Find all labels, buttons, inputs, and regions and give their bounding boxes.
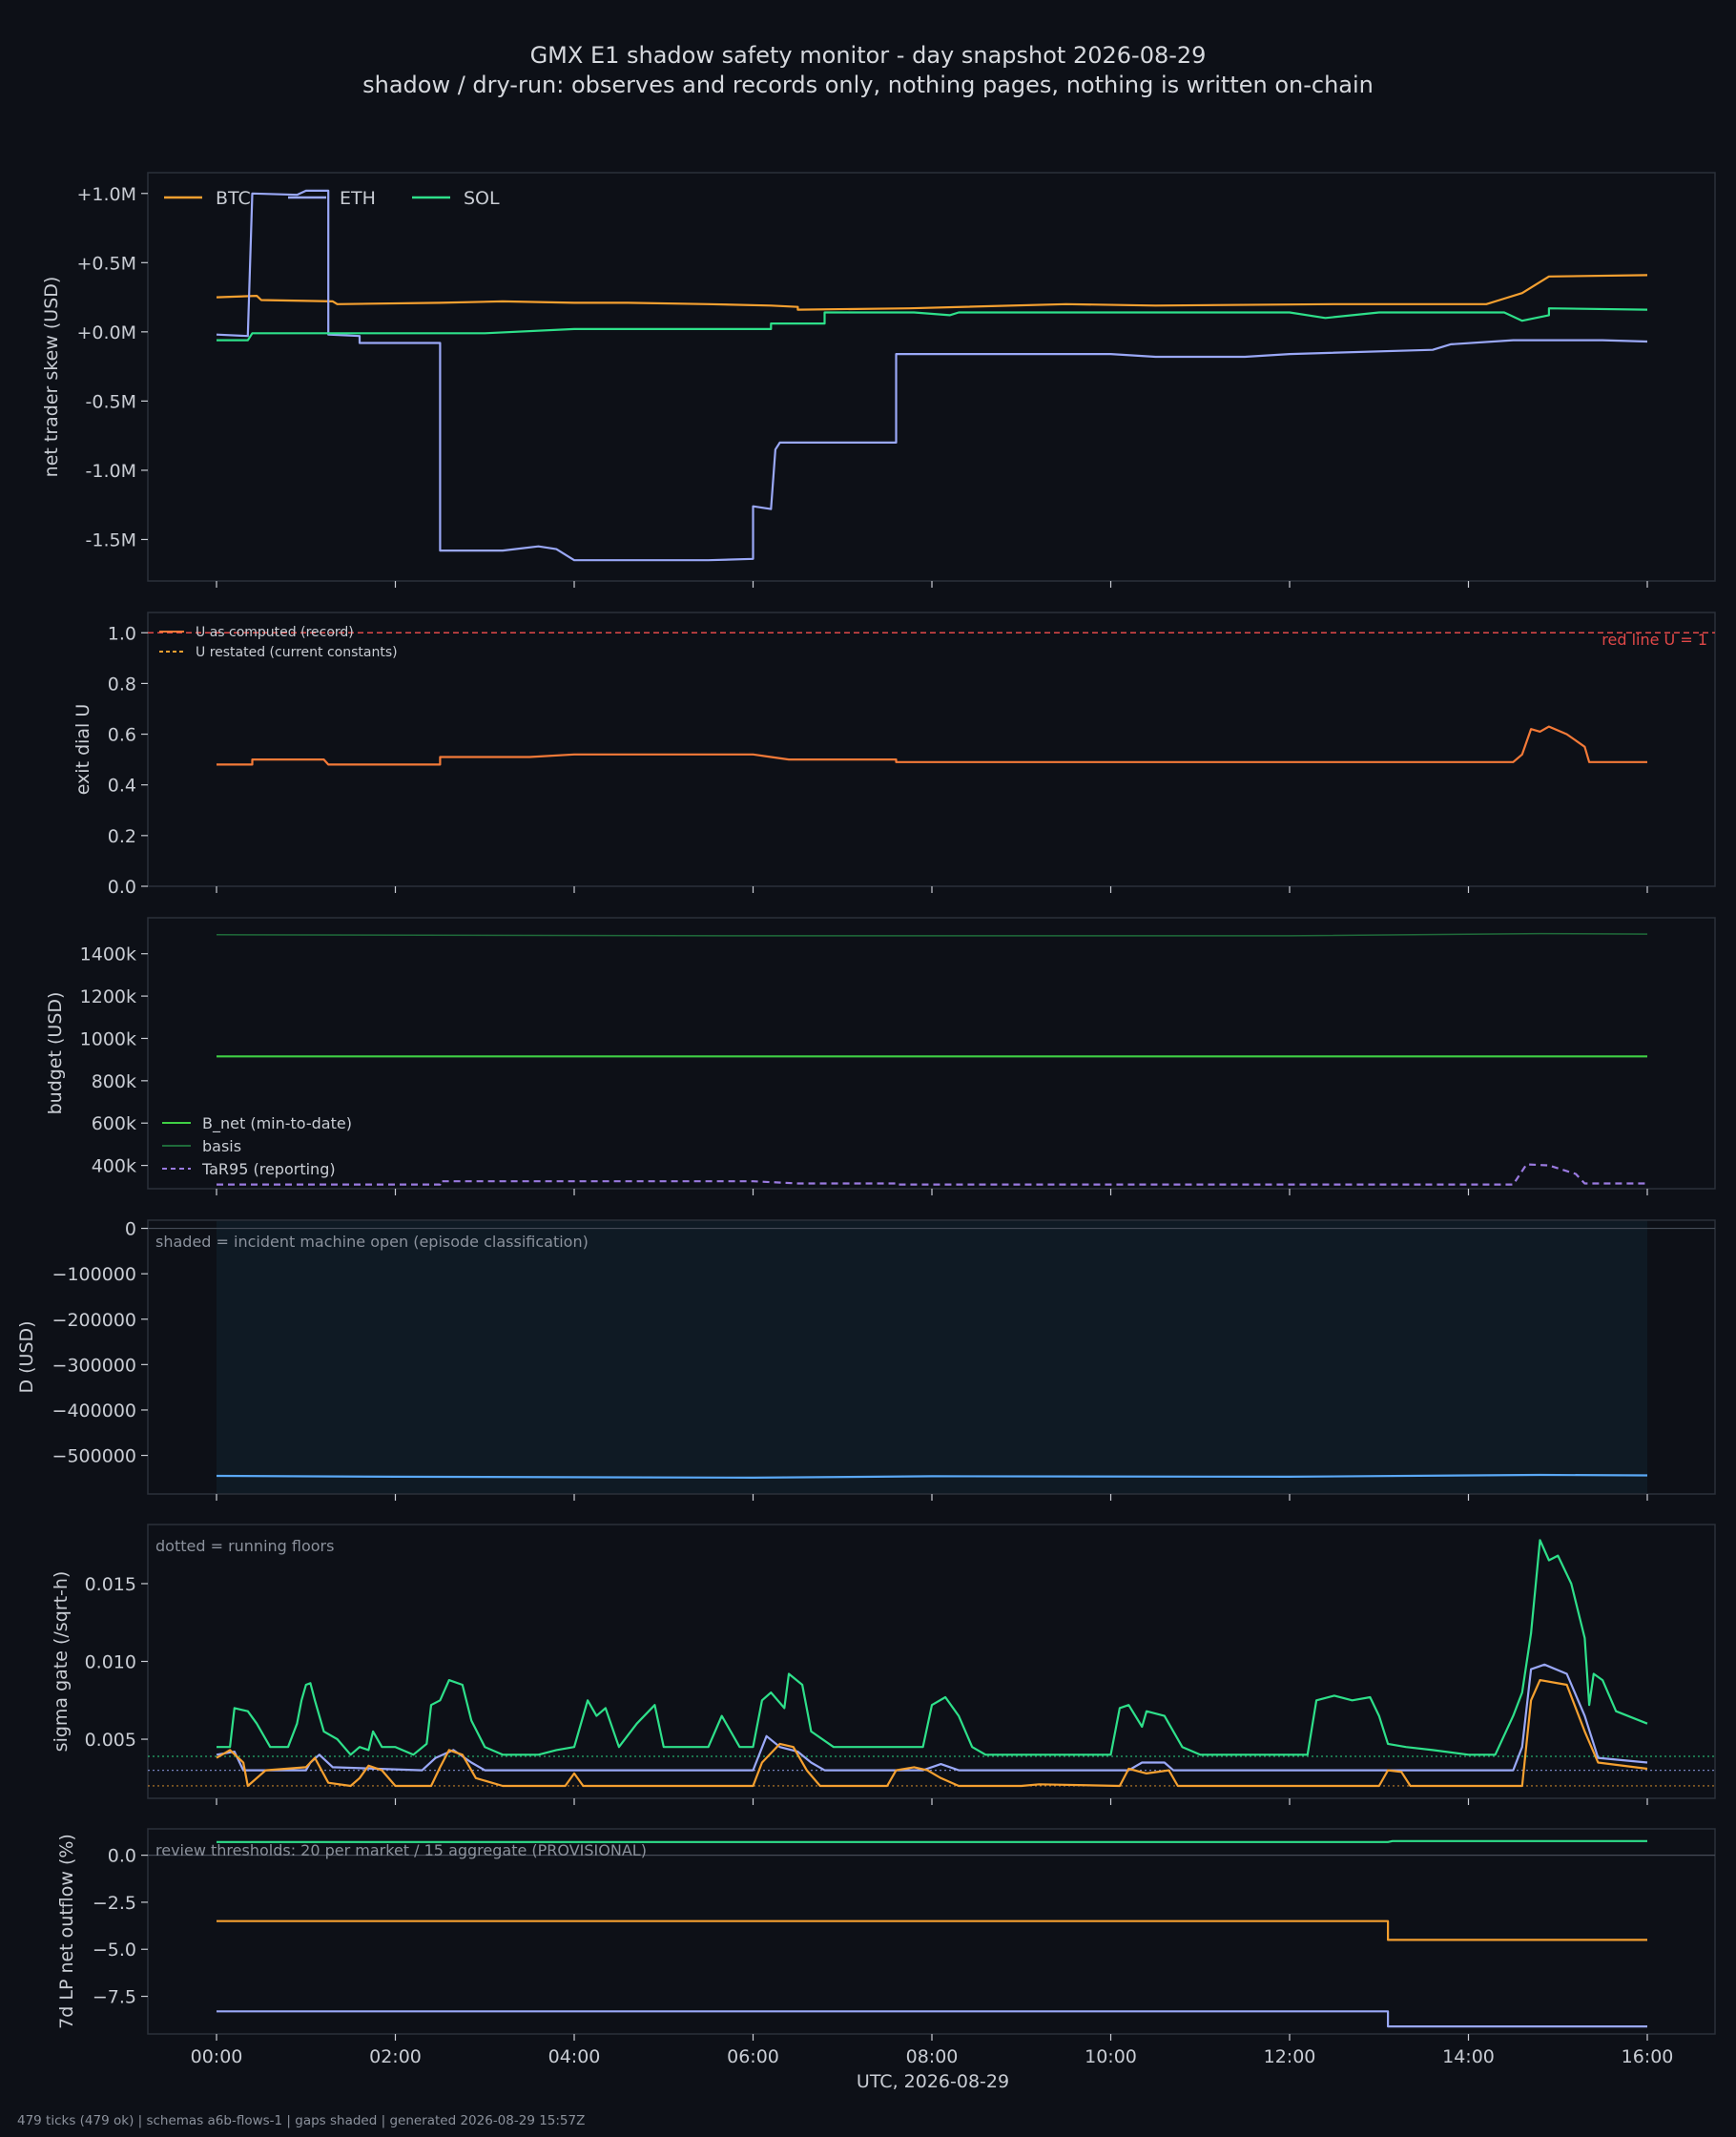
panel-frame (147, 1524, 1716, 1799)
y-tick-label: −200000 (52, 1310, 136, 1331)
x-tick-label: 06:00 (727, 2046, 779, 2067)
incident-shade-region (217, 1220, 1647, 1494)
series-line-eth (216, 189, 1648, 562)
y-tick-label: 0.010 (85, 1652, 136, 1673)
y-tick-label: 0.0 (108, 1846, 136, 1867)
series-line-d (216, 1473, 1648, 1479)
legend-label: TaR95 (reporting) (201, 1160, 336, 1178)
status-footer: 479 ticks (479 ok) | schemas a6b-flows-1… (17, 2113, 586, 2128)
y-tick-label: −300000 (52, 1355, 136, 1376)
figure-title: GMX E1 shadow safety monitor - day snaps… (530, 42, 1207, 69)
panel-note: dotted = running floors (155, 1537, 334, 1555)
y-tick-label: −500000 (52, 1446, 136, 1467)
y-axis-label: sigma gate (/sqrt-h) (51, 1571, 72, 1753)
legend-label: SOL (464, 188, 500, 209)
panel-frame (147, 172, 1716, 582)
legend-entry: ETH (288, 188, 376, 209)
series-line-sol (217, 307, 1648, 342)
legend-entry: BTC (164, 188, 251, 209)
series-line-u-as-computed-record- (217, 725, 1647, 766)
legend-entry: basis (162, 1137, 241, 1155)
y-tick-label: 800k (92, 1071, 136, 1092)
legend-label: U as computed (record) (196, 625, 354, 640)
x-tick-label: 04:00 (548, 2046, 601, 2067)
panel-4: 0 −100000 −200000 −300000 −400000 −500000 D (U… (16, 1219, 1716, 1501)
y-tick-label: +0.5M (76, 253, 136, 274)
panel-frame (147, 1828, 1716, 2035)
panel-frame (147, 917, 1716, 1190)
legend-entry: U restated (current constants) (159, 645, 398, 660)
panel-note: review thresholds: 20 per market / 15 ag… (155, 1841, 647, 1859)
y-tick-label: 600k (92, 1113, 136, 1134)
y-tick-label: −100000 (52, 1264, 136, 1285)
y-tick-label: 0 (125, 1219, 136, 1240)
y-tick-label: −7.5 (93, 1987, 136, 2008)
x-tick-label: 12:00 (1264, 2046, 1316, 2067)
y-tick-label: -1.5M (86, 529, 136, 550)
legend-entry: B_net (min-to-date) (162, 1114, 352, 1133)
legend-label: ETH (340, 188, 376, 209)
panel-3: 400k 600k 800k 1000k 1200k 1400k budget (USD) B… (45, 917, 1716, 1195)
y-tick-label: 0.6 (108, 725, 136, 746)
y-tick-label: 0.4 (108, 776, 136, 797)
panel-6: 0.0 −2.5 −5.0 −7.5 7d LP net outflow (%) revi… (56, 1828, 1716, 2067)
y-tick-label: 1.0 (108, 623, 136, 644)
y-tick-label: 1000k (80, 1028, 136, 1049)
y-tick-label: 0.2 (108, 826, 136, 847)
series-line-tar95-reporting- (217, 1163, 1647, 1186)
legend-label: basis (202, 1137, 241, 1155)
panel-5: 0.005 0.010 0.015 sigma gate (/sqrt-h) dotte… (51, 1524, 1716, 1805)
y-tick-label: +0.0M (76, 322, 136, 343)
series-line-eth (216, 1663, 1648, 1772)
series-line-btc (216, 274, 1648, 311)
y-axis-label: net trader skew (USD) (41, 277, 62, 478)
y-tick-label: −2.5 (93, 1893, 136, 1914)
panel-2: 0.0 0.2 0.4 0.6 0.8 1.0 exit dial U red line U … (72, 612, 1716, 898)
y-axis-label: budget (USD) (45, 992, 66, 1115)
y-axis-label: D (USD) (16, 1320, 37, 1393)
y-tick-label: -1.0M (86, 461, 136, 482)
y-tick-label: −5.0 (93, 1940, 136, 1961)
x-axis-label: UTC, 2026-08-29 (857, 2071, 1009, 2092)
legend-label: U restated (current constants) (196, 645, 398, 660)
y-tick-label: 0.015 (85, 1574, 136, 1595)
y-tick-label: 1200k (80, 986, 136, 1007)
y-tick-label: 0.8 (108, 674, 136, 695)
x-tick-label: 14:00 (1442, 2046, 1495, 2067)
series-line-sol (217, 1539, 1648, 1756)
red-line-label: red line U = 1 (1602, 631, 1707, 649)
x-tick-label: 08:00 (906, 2046, 959, 2067)
x-tick-label: 16:00 (1622, 2046, 1674, 2067)
y-tick-label: 0.005 (85, 1730, 136, 1751)
x-tick-label: 00:00 (191, 2046, 243, 2067)
legend-entry: TaR95 (reporting) (162, 1160, 336, 1178)
legend-label: B_net (min-to-date) (202, 1114, 352, 1133)
y-axis-label: 7d LP net outflow (%) (56, 1834, 77, 2029)
figure-subtitle: shadow / dry-run: observes and records o… (362, 72, 1374, 98)
x-tick-label: 10:00 (1085, 2046, 1137, 2067)
y-tick-label: +1.0M (76, 184, 136, 205)
y-tick-label: 400k (92, 1156, 136, 1177)
series-line-basis (216, 932, 1648, 937)
x-tick-label: 02:00 (369, 2046, 422, 2067)
legend-entry: U as computed (record) (159, 625, 354, 640)
legend-label: BTC (216, 188, 251, 209)
series-line-btc (216, 1679, 1648, 1788)
y-axis-label: exit dial U (72, 704, 93, 796)
panel-note: shaded = incident machine open (episode … (155, 1233, 589, 1251)
panel-1: +1.0M +0.5M +0.0M -0.5M -1.0M -1.5M net trader… (41, 172, 1716, 588)
y-tick-label: 0.0 (108, 877, 136, 898)
series-line-btc (217, 1919, 1647, 1941)
legend-entry: SOL (412, 188, 500, 209)
y-tick-label: 1400k (80, 944, 136, 965)
y-tick-label: -0.5M (86, 391, 136, 412)
series-line-sol (217, 1839, 1647, 1843)
series-line-eth (217, 2010, 1647, 2028)
y-tick-label: −400000 (52, 1400, 136, 1421)
